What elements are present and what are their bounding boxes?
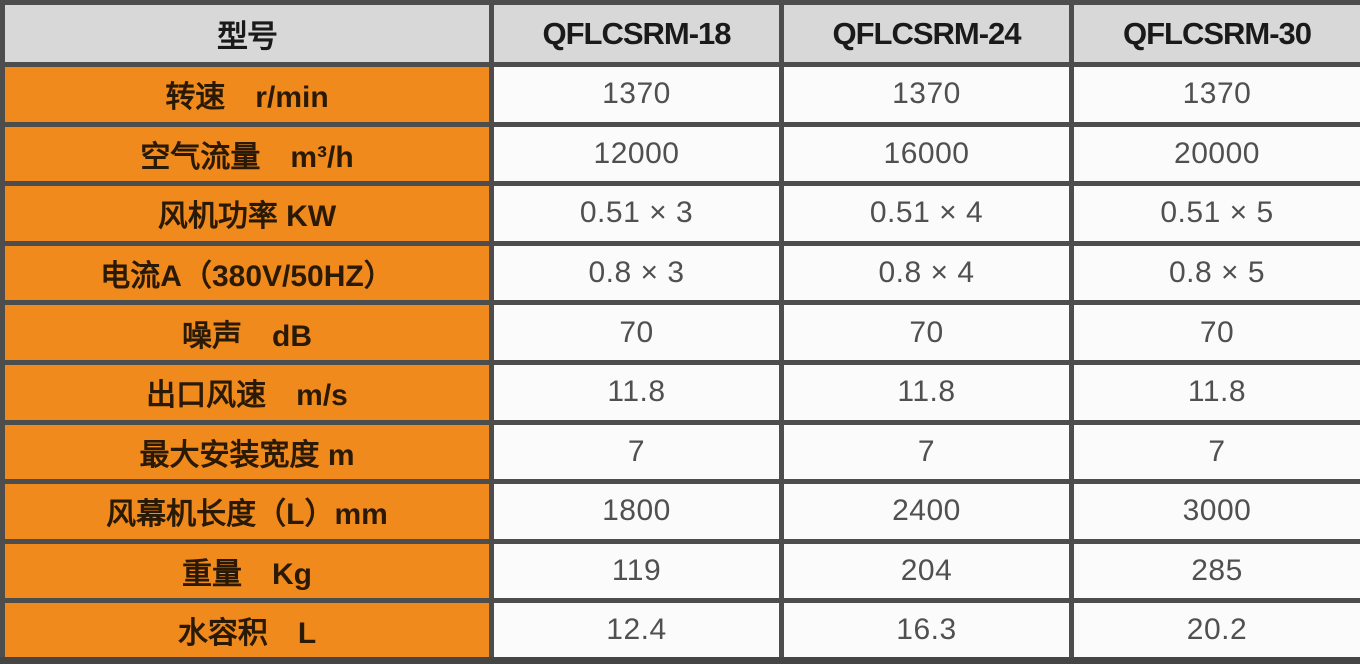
value-cell: 7	[1069, 419, 1360, 485]
value-cell: 12.4	[489, 598, 784, 663]
value-cell: 1370	[489, 62, 784, 127]
table-body: 转速 r/min 1370 1370 1370 空气流量 m³/h 12000 16000 2…	[0, 62, 1360, 663]
spec-row: 噪声 dB 70 70 70	[0, 300, 1360, 365]
row-label-cell: 噪声 dB	[0, 300, 494, 365]
header-cell-model-2: QFLCSRM-24	[779, 0, 1074, 67]
spec-row: 空气流量 m³/h 12000 16000 20000	[0, 121, 1360, 187]
spec-row: 转速 r/min 1370 1370 1370	[0, 62, 1360, 127]
value-cell: 0.8 × 3	[489, 240, 784, 306]
value-cell: 119	[489, 538, 784, 604]
header-row: 型号 QFLCSRM-18 QFLCSRM-24 QFLCSRM-30	[0, 0, 1360, 67]
value-cell: 12000	[489, 121, 784, 187]
value-cell: 285	[1069, 538, 1360, 604]
row-label-cell: 最大安装宽度 m	[0, 419, 494, 485]
value-cell: 11.8	[1069, 359, 1360, 425]
header-cell-model-1: QFLCSRM-18	[489, 0, 784, 67]
value-cell: 1370	[779, 62, 1074, 127]
value-cell: 70	[779, 300, 1074, 365]
spec-row: 水容积 L 12.4 16.3 20.2	[0, 598, 1360, 663]
value-cell: 20000	[1069, 121, 1360, 187]
header-cell-model-label: 型号	[0, 0, 494, 67]
value-cell: 7	[489, 419, 784, 485]
value-cell: 11.8	[489, 359, 784, 425]
value-cell: 0.8 × 4	[779, 240, 1074, 306]
row-label-cell: 水容积 L	[0, 598, 494, 663]
spec-row: 风幕机长度（L）mm 1800 2400 3000	[0, 479, 1360, 544]
value-cell: 0.51 × 4	[779, 181, 1074, 246]
row-label-cell: 空气流量 m³/h	[0, 121, 494, 187]
value-cell: 11.8	[779, 359, 1074, 425]
spec-row: 出口风速 m/s 11.8 11.8 11.8	[0, 359, 1360, 425]
row-label-cell: 转速 r/min	[0, 62, 494, 127]
value-cell: 70	[1069, 300, 1360, 365]
value-cell: 2400	[779, 479, 1074, 544]
value-cell: 0.51 × 3	[489, 181, 784, 246]
row-label-cell: 电流A（380V/50HZ）	[0, 240, 494, 306]
row-label-cell: 风幕机长度（L）mm	[0, 479, 494, 544]
value-cell: 20.2	[1069, 598, 1360, 663]
value-cell: 0.51 × 5	[1069, 181, 1360, 246]
value-cell: 16.3	[779, 598, 1074, 663]
header-cell-model-3: QFLCSRM-30	[1069, 0, 1360, 67]
value-cell: 1370	[1069, 62, 1360, 127]
value-cell: 7	[779, 419, 1074, 485]
value-cell: 1800	[489, 479, 784, 544]
value-cell: 16000	[779, 121, 1074, 187]
spec-row: 风机功率 KW 0.51 × 3 0.51 × 4 0.51 × 5	[0, 181, 1360, 246]
value-cell: 204	[779, 538, 1074, 604]
value-cell: 3000	[1069, 479, 1360, 544]
spec-row: 重量 Kg 119 204 285	[0, 538, 1360, 604]
value-cell: 70	[489, 300, 784, 365]
row-label-cell: 重量 Kg	[0, 538, 494, 604]
value-cell: 0.8 × 5	[1069, 240, 1360, 306]
row-label-cell: 出口风速 m/s	[0, 359, 494, 425]
spec-row: 电流A（380V/50HZ） 0.8 × 3 0.8 × 4 0.8 × 5	[0, 240, 1360, 306]
row-label-cell: 风机功率 KW	[0, 181, 494, 246]
